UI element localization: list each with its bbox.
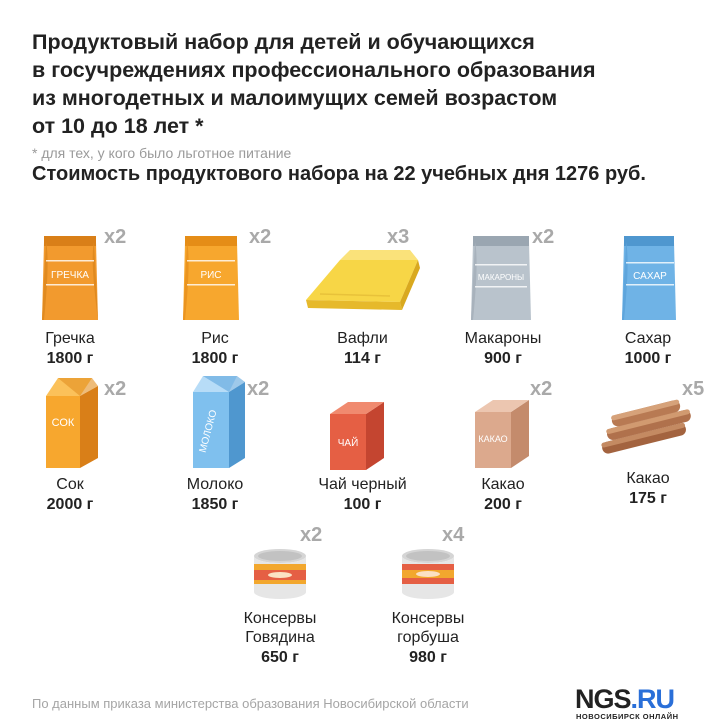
ngs-logo: NGS.RU НОВОСИБИРСК ОНЛАЙН [575, 684, 705, 721]
source-note: По данным приказа министерства образован… [32, 696, 469, 711]
quantity-label: x2 [104, 378, 127, 400]
milk-carton-icon: МОЛОКО [193, 376, 245, 468]
product-name: Макароны [464, 330, 542, 347]
product-weight: 900 г [484, 350, 522, 367]
juice-carton-icon: СОК [46, 378, 98, 468]
title-line: Продуктовый набор для детей и обучающихс… [32, 30, 535, 54]
pack-label: РИС [200, 270, 221, 281]
pasta-bag-icon: МАКАРОНЫ [471, 236, 531, 320]
product-weight: 1850 г [191, 496, 239, 513]
product-weight: 175 г [629, 490, 667, 507]
product-name: Вафли [337, 330, 388, 347]
title-line: из многодетных и малоимущих семей возрас… [32, 86, 558, 110]
product-item-sugar: САХАР Сахар 1000 г [578, 220, 718, 370]
product-weight: 980 г [409, 649, 447, 666]
page-title: Продуктовый набор для детей и обучающихс… [32, 28, 702, 140]
quantity-label: x2 [104, 226, 127, 248]
product-item-tea: ЧАЙ Чай черный 100 г [290, 370, 435, 515]
product-name: Рис [201, 330, 229, 347]
quantity-label: x3 [387, 226, 410, 248]
footnote-text: * для тех, у кого было льготное питание [32, 145, 292, 161]
product-name: Гречка [45, 330, 95, 347]
salmon-can-icon [402, 549, 454, 599]
quantity-label: x4 [442, 524, 465, 546]
product-name: Сок [56, 476, 84, 493]
pack-label: ЧАЙ [338, 436, 359, 449]
logo-dot: . [630, 684, 638, 714]
product-item-pasta: МАКАРОНЫ x2 Макароны 900 г [433, 220, 573, 370]
quantity-label: x2 [532, 226, 555, 248]
product-name: горбуша [397, 629, 459, 646]
title-line: в госучреждениях профессионального образ… [32, 58, 596, 82]
product-name: Какао [626, 470, 670, 487]
quantity-label: x2 [300, 524, 323, 546]
product-name: Говядина [245, 629, 315, 646]
pack-label: КАКАО [478, 434, 507, 444]
wafer-rolls-icon [601, 399, 691, 454]
title-line: от 10 до 18 лет * [32, 114, 204, 138]
product-name: Сахар [624, 330, 672, 347]
beef-can-icon [254, 549, 306, 599]
quantity-label: x2 [249, 226, 272, 248]
product-item-rice: РИС x2 Рис 1800 г [145, 220, 285, 370]
pack-label: МАКАРОНЫ [478, 273, 524, 282]
product-item-cocoa: КАКАО x2 Какао 200 г [433, 370, 573, 515]
cocoa-box-icon: КАКАО [475, 400, 529, 468]
product-item-milk: МОЛОКО x2 Молоко 1850 г [145, 370, 285, 515]
product-weight: 1800 г [191, 350, 239, 367]
product-item-salmon-can: x4 Консервы горбуша 980 г [358, 518, 498, 668]
product-name: Чай черный [318, 476, 407, 493]
quantity-label: x2 [530, 378, 553, 400]
logo-main-text: NGS [575, 684, 632, 714]
product-weight: 114 г [344, 350, 381, 367]
product-item-buckwheat: ГРЕЧКА x2 Гречка 1800 г [0, 220, 140, 370]
product-name: Консервы [243, 610, 317, 627]
product-name: Консервы [391, 610, 465, 627]
waffles-icon [306, 250, 420, 310]
product-weight: 650 г [261, 649, 299, 666]
cost-summary: Стоимость продуктового набора на 22 учеб… [32, 163, 646, 185]
tea-box-icon: ЧАЙ [330, 402, 384, 470]
product-item-beef-can: x2 Консервы Говядина 650 г [210, 518, 350, 668]
product-weight: 1800 г [46, 350, 94, 367]
logo-subtitle: НОВОСИБИРСК ОНЛАЙН [576, 712, 679, 721]
quantity-label: x2 [247, 378, 270, 400]
product-weight: 1000 г [624, 350, 672, 367]
rice-bag-icon: РИС [183, 236, 239, 320]
product-name: Какао [481, 476, 525, 493]
product-item-waffles: x3 Вафли 114 г [290, 220, 435, 370]
product-weight: 200 г [484, 496, 522, 513]
product-item-juice: СОК x2 Сок 2000 г [0, 370, 140, 515]
pack-label: СОК [52, 417, 75, 429]
product-name: Молоко [186, 476, 244, 493]
product-item-wafer-rolls: x5 Какао 175 г [578, 370, 718, 515]
sugar-bag-icon: САХАР [622, 236, 676, 320]
buckwheat-bag-icon: ГРЕЧКА [42, 236, 98, 320]
pack-label: ГРЕЧКА [51, 270, 89, 281]
product-weight: 2000 г [46, 496, 94, 513]
logo-ru: RU [637, 684, 675, 714]
product-weight: 100 г [343, 496, 382, 513]
quantity-label: x5 [682, 378, 705, 400]
pack-label: САХАР [633, 271, 667, 282]
